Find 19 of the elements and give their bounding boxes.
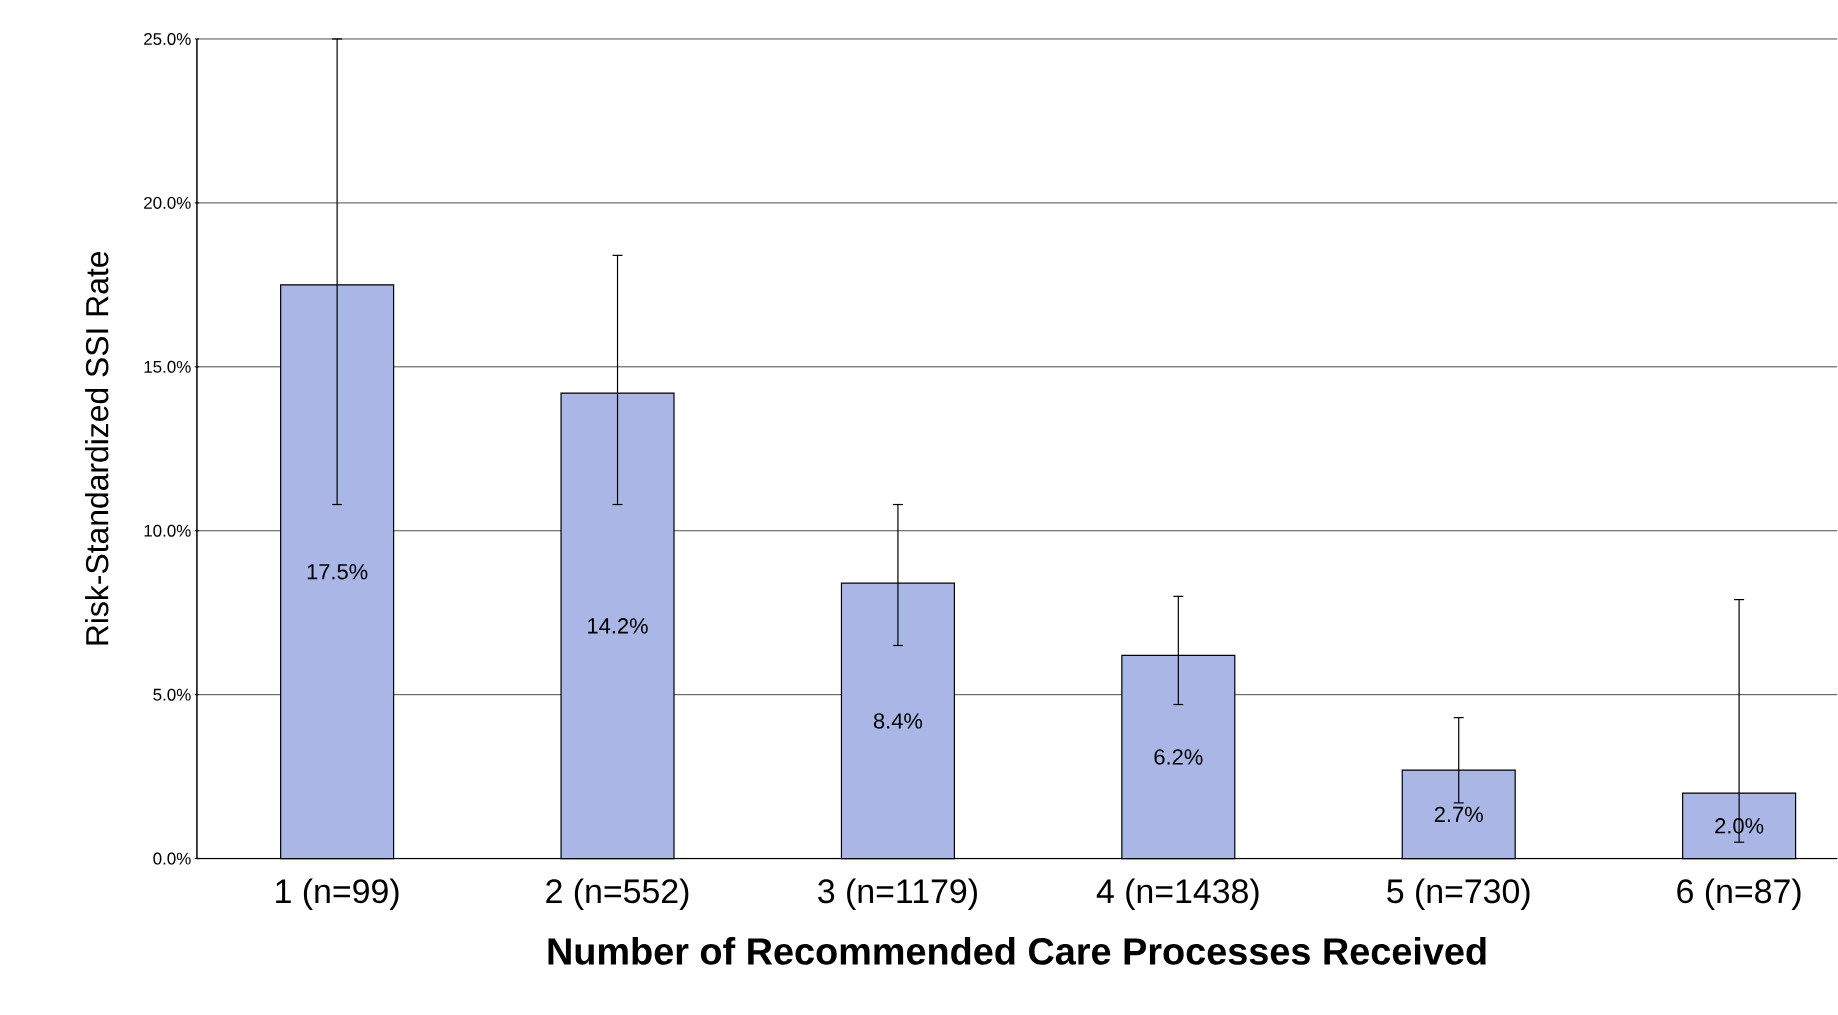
y-tick-label: 15.0% [144, 361, 191, 374]
x-tick-label: 5 (n=730) [1387, 878, 1530, 911]
y-tick-label: 25.0% [144, 33, 191, 46]
y-tick-label: 5.0% [153, 688, 191, 701]
data-label: 6.2% [1154, 749, 1203, 765]
y-tick-label: 0.0% [153, 852, 191, 865]
x-axis-title: Number of Recommended Care Processes Received [548, 937, 1486, 966]
x-tick-label: 2 (n=552) [546, 878, 689, 911]
y-axis-title: Risk-Standardized SSI Rate [85, 252, 109, 645]
data-label: 14.2% [588, 618, 648, 634]
data-label: 8.4% [873, 713, 923, 729]
x-tick-label: 1 (n=99) [276, 878, 399, 911]
y-tick-label: 20.0% [144, 197, 191, 210]
data-label: 17.5% [307, 564, 368, 580]
x-tick-label: 4 (n=1438) [1096, 878, 1259, 911]
x-tick-label: 3 (n=1179) [818, 878, 977, 911]
y-tick-label: 10.0% [144, 524, 191, 537]
data-label: 2.7% [1434, 806, 1483, 823]
x-tick-label: 6 (n=87) [1677, 878, 1801, 911]
